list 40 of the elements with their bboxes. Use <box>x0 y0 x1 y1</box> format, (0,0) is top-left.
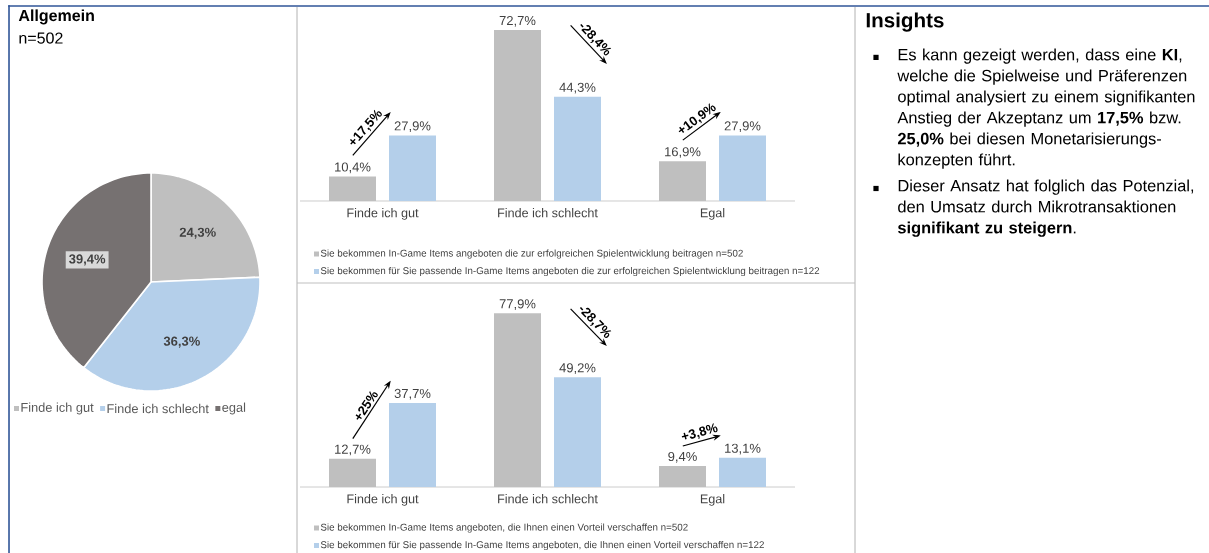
data-label: 27,9% <box>724 121 761 133</box>
legend-label: Finde ich schlecht <box>107 403 209 414</box>
legend-label: Sie bekommen für Sie passende In-Game Items angeboten die zur erfolgreichen Spielentwicklung beitragen n=122 <box>320 266 820 277</box>
x-tick-label: Finde ich gut <box>347 494 419 506</box>
data-label: 49,2% <box>559 363 596 374</box>
text: Es kann gezeigt werden, dass eine KI, welche die Spielweise und Präferenzen optimal analysiert zu einem signifikanten Anstieg der Akzeptanz um 17,5% bzw. 25,0% bei diesen Monetarisierungs-konzepten führt. <box>897 48 1195 169</box>
annotation: +3,8% <box>681 423 718 440</box>
data-label: 37,7% <box>394 388 431 400</box>
chart-title: Allgemein <box>18 9 94 25</box>
data-label: 16,9% <box>665 147 701 158</box>
x-tick-label: Finde ich schlecht <box>498 494 598 504</box>
data-label: 13,1% <box>725 443 761 455</box>
legend-label: egal <box>222 402 246 415</box>
data-label: 44,3% <box>559 82 596 94</box>
x-tick-label: Egal <box>700 494 725 506</box>
bar <box>554 377 601 487</box>
legend-label: Sie bekommen für Sie passende In-Game Items angeboten, die Ihnen einen Vorteil verschaffen n=122 <box>320 540 764 551</box>
data-label: 12,7% <box>335 444 371 456</box>
x-tick-label: Finde ich gut <box>347 208 419 220</box>
data-label: 77,9% <box>499 299 536 310</box>
bar <box>389 135 437 201</box>
legend-label: Sie bekommen In-Game Items angeboten, die Ihnen einen Vorteil verschaffen n=502 <box>320 523 688 533</box>
data-label: 24,3% <box>179 227 216 239</box>
text: Dieser Ansatz hat folglich das Potenzial, den Umsatz durch Mikrotransaktionen signifikant zu steigern. <box>897 179 1194 237</box>
x-tick-label: Egal <box>700 208 725 220</box>
bar <box>554 96 601 201</box>
data-label: 39,4% <box>69 254 106 266</box>
data-label: 9,4% <box>668 451 697 463</box>
x-tick-label: Finde ich schlecht <box>498 208 598 218</box>
legend-label: Sie bekommen In-Game Items angeboten die zur erfolgreichen Spielentwicklung beitragen n=502 <box>320 249 743 259</box>
data-label: 36,3% <box>163 336 200 348</box>
data-label: 72,7% <box>499 15 536 27</box>
data-label: 10,4% <box>335 162 371 174</box>
bar <box>719 135 767 201</box>
bar <box>719 457 767 487</box>
bar <box>389 402 437 487</box>
data-label: 27,9% <box>394 121 431 133</box>
legend-label: Finde ich gut <box>21 402 94 415</box>
chart-subtitle: n=502 <box>19 32 63 44</box>
text: Insights <box>866 12 944 32</box>
